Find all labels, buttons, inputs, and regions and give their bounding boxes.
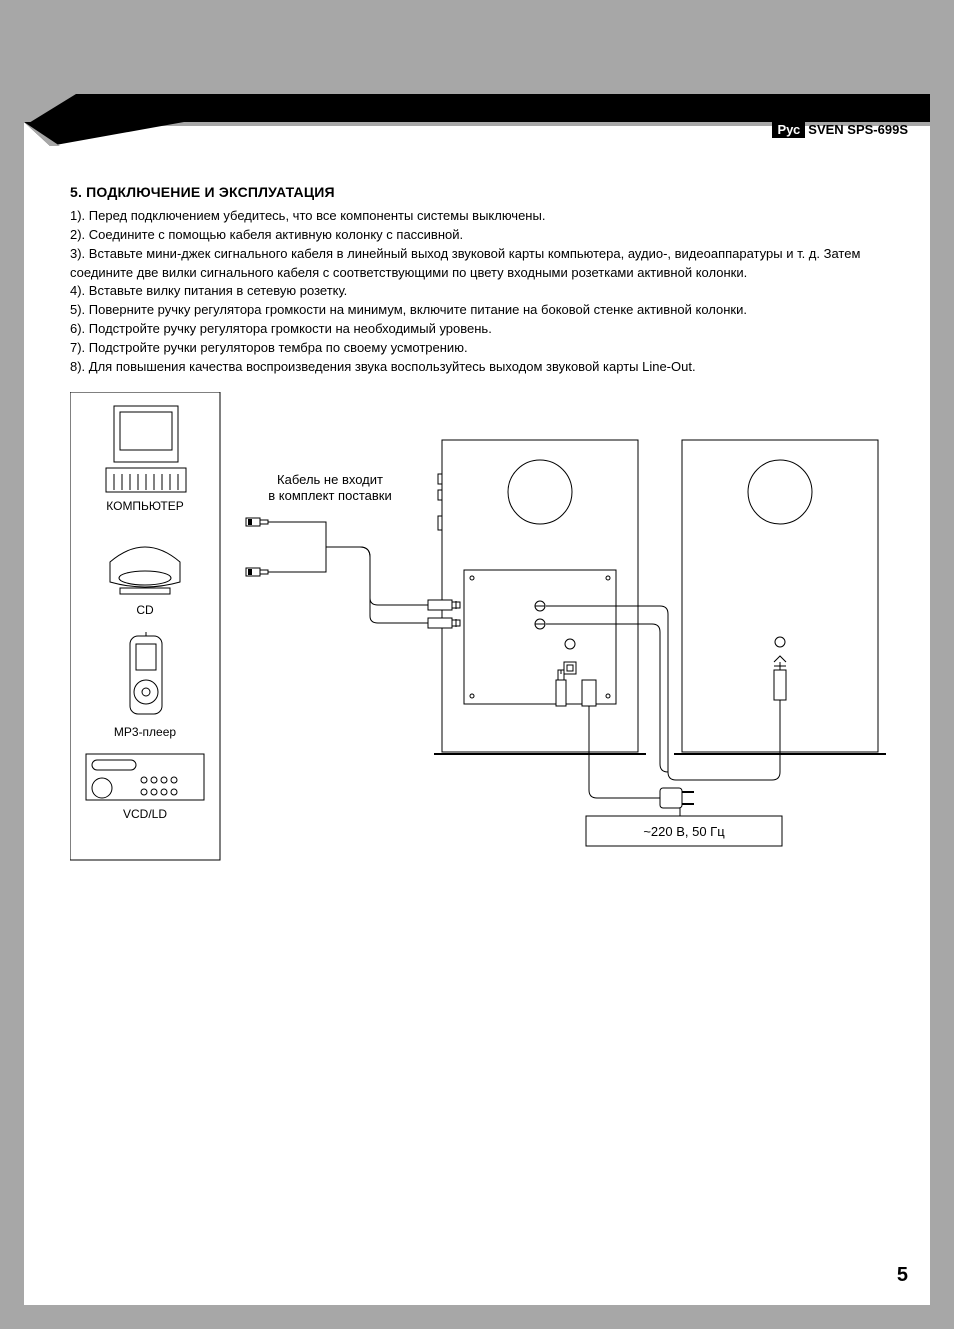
cd-icon [110,547,180,594]
step-2: 2). Соедините с помощью кабеля активную … [70,226,890,245]
connection-diagram: КОМПЬЮТЕР CD MP3-плеер [70,392,890,872]
step-8: 8). Для повышения качества воспроизведен… [70,358,890,377]
section-title: 5. ПОДКЛЮЧЕНИЕ И ЭКСПЛУАТАЦИЯ [70,184,890,200]
step-1: 1). Перед подключением убедитесь, что вс… [70,207,890,226]
model-label: SVEN SPS-699S [808,122,908,137]
step-5: 5). Поверните ручку регулятора громкости… [70,301,890,320]
content-block: 5. ПОДКЛЮЧЕНИЕ И ЭКСПЛУАТАЦИЯ 1). Перед … [70,184,890,377]
header-label: РусSVEN SPS-699S [772,122,908,137]
page-number: 5 [897,1264,908,1287]
cable-note-1: Кабель не входит [277,472,383,487]
lang-badge: Рус [772,121,805,138]
minijack-1 [246,518,268,526]
power-plug [589,706,694,808]
mp3-icon [130,632,162,714]
mp3-label: MP3-плеер [114,725,177,739]
cd-label: CD [136,603,154,617]
minijack-2 [246,568,268,576]
step-4: 4). Вставьте вилку питания в сетевую роз… [70,282,890,301]
step-3: 3). Вставьте мини-джек сигнального кабел… [70,245,890,283]
computer-icon [106,406,186,492]
rca-plugs [428,600,460,628]
header-wedge [24,122,184,146]
header-black-bar [24,94,930,122]
active-speaker [434,440,646,754]
vcdld-icon [86,754,204,800]
computer-label: КОМПЬЮТЕР [106,499,183,513]
power-label: ~220 В, 50 Гц [643,824,725,839]
signal-cables [268,522,428,623]
page: РусSVEN SPS-699S 5. ПОДКЛЮЧЕНИЕ И ЭКСПЛУ… [24,24,930,1305]
step-6: 6). Подстройте ручку регулятора громкост… [70,320,890,339]
cable-note-2: в комплект поставки [268,488,391,503]
vcdld-label: VCD/LD [123,807,167,821]
step-7: 7). Подстройте ручки регуляторов тембра … [70,339,890,358]
